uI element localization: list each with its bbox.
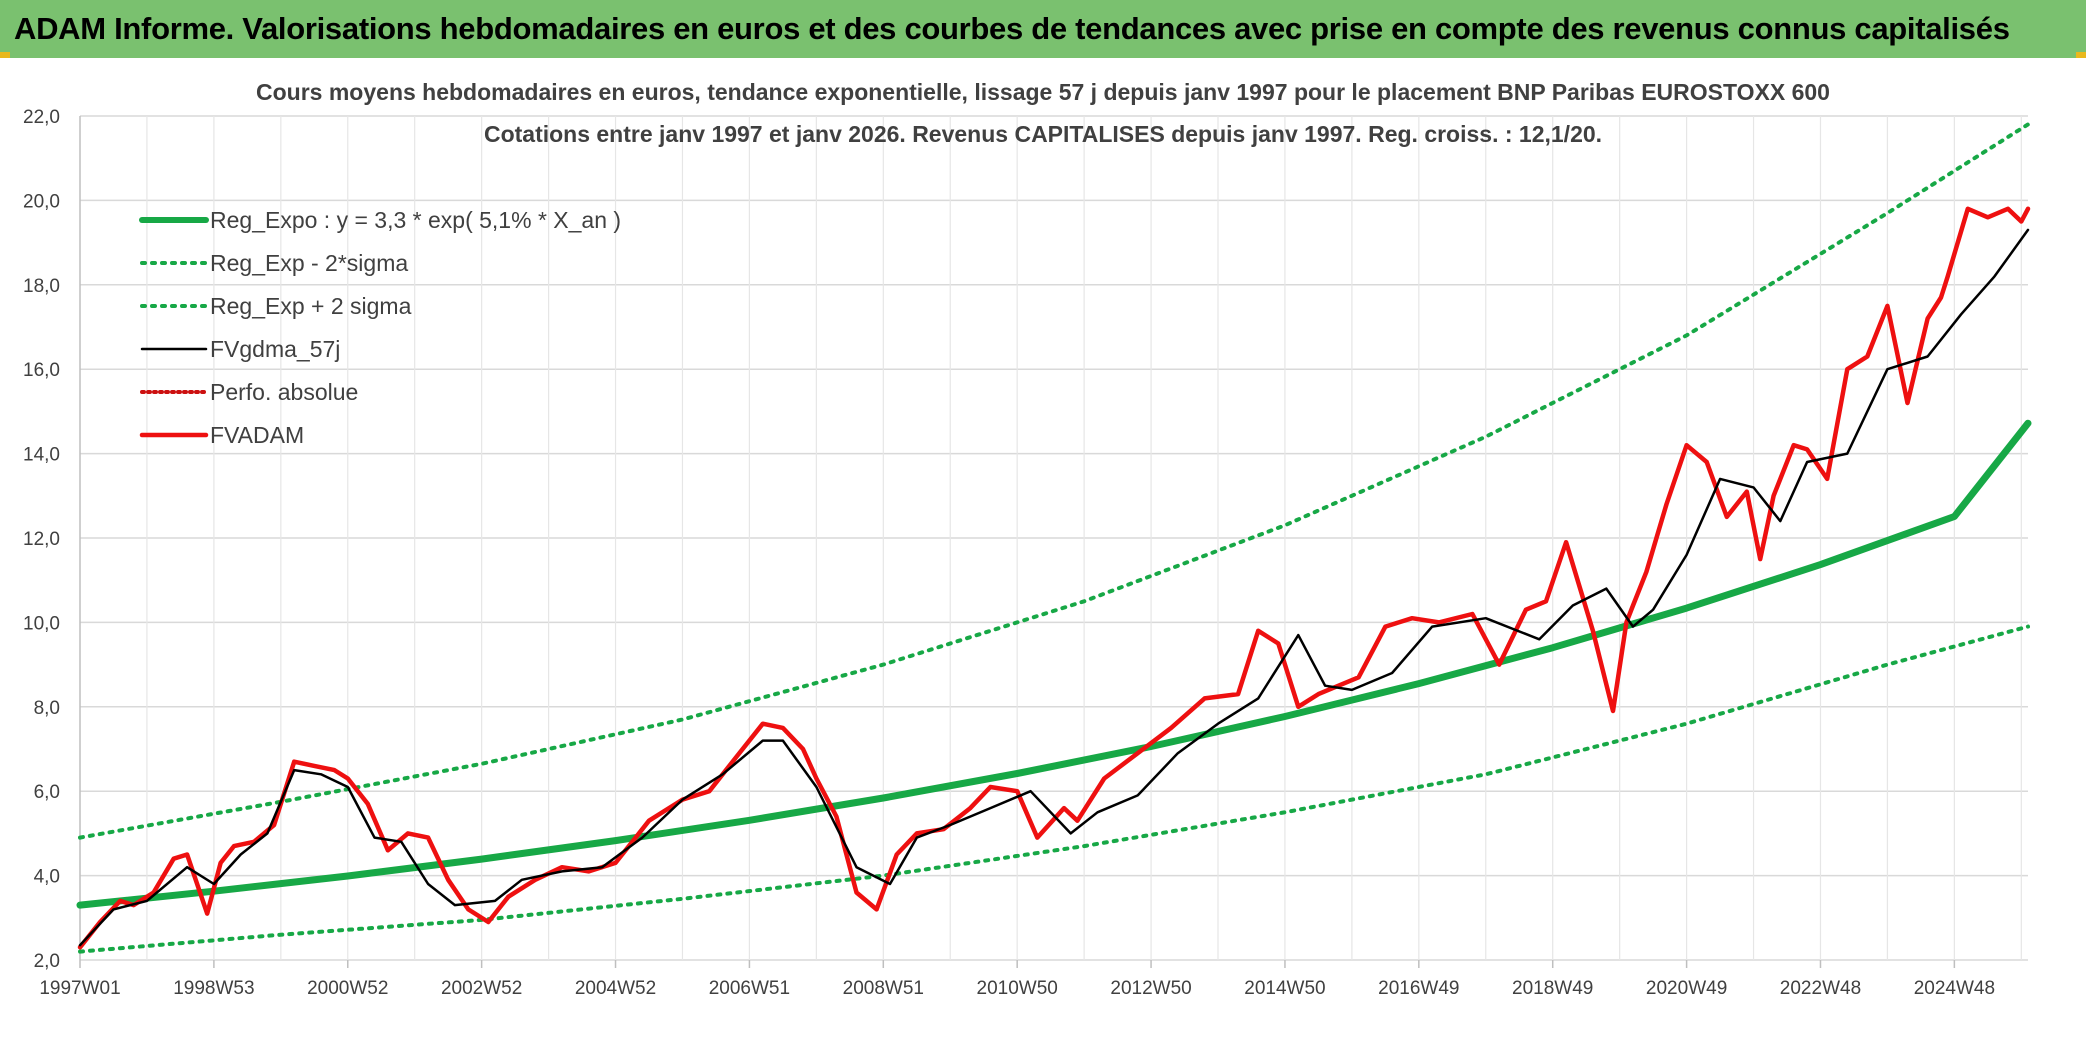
y-tick-label: 2,0: [34, 951, 60, 972]
report-title: ADAM Informe. Valorisations hebdomadaire…: [14, 11, 2010, 46]
x-tick-label: 1998W53: [173, 978, 254, 999]
y-tick-label: 14,0: [23, 445, 60, 466]
legend-label: Perfo. absolue: [210, 379, 358, 405]
chart-subtitle: Cotations entre janv 1997 et janv 2026. …: [484, 121, 1602, 147]
corner-mark-right: [2076, 52, 2086, 58]
series-line-1: [78, 624, 2030, 954]
x-tick-label: 1997W01: [39, 978, 120, 999]
series-line-3: [78, 228, 2030, 947]
y-tick-label: 16,0: [23, 360, 60, 381]
chart-title: Cours moyens hebdomadaires en euros, ten…: [256, 79, 1830, 105]
x-tick-label: 2014W50: [1244, 978, 1325, 999]
x-tick-label: 2024W48: [1914, 978, 1995, 999]
legend-label: Reg_Exp + 2 sigma: [210, 293, 412, 319]
x-tick-label: 2010W50: [977, 978, 1058, 999]
y-tick-label: 12,0: [23, 529, 60, 550]
x-tick-label: 2002W52: [441, 978, 522, 999]
x-tick-label: 2016W49: [1378, 978, 1459, 999]
x-tick-label: 2008W51: [843, 978, 924, 999]
y-tick-label: 18,0: [23, 276, 60, 297]
x-tick-label: 2004W52: [575, 978, 656, 999]
line-chart: 2,0 4,0 6,0 8,0 10,0 12,0 14,0 16,0 18,0 20,0 22,0…: [23, 79, 2032, 999]
x-tick-label: 2012W50: [1110, 978, 1191, 999]
y-tick-label: 22,0: [23, 107, 60, 128]
y-tick-label: 10,0: [23, 613, 60, 634]
legend-label: FVADAM: [210, 422, 304, 448]
report-banner: ADAM Informe. Valorisations hebdomadaire…: [0, 0, 2086, 58]
series-line-0: [76, 419, 2032, 909]
series-lines: [76, 122, 2032, 954]
chart-area: 2,0 4,0 6,0 8,0 10,0 12,0 14,0 16,0 18,0 20,0 22,0…: [0, 58, 2086, 1038]
legend-label: FVgdma_57j: [210, 336, 340, 362]
x-tick-label: 2022W48: [1780, 978, 1861, 999]
y-tick-label: 8,0: [34, 698, 60, 719]
x-tick-label: 2020W49: [1646, 978, 1727, 999]
legend-label: Reg_Expo : y = 3,3 * exp( 5,1% * X_an ): [210, 207, 621, 233]
series-line-2: [78, 122, 2030, 840]
y-tick-label: 6,0: [34, 782, 60, 803]
legend-label: Reg_Exp - 2*sigma: [210, 250, 408, 276]
x-tick-label: 2000W52: [307, 978, 388, 999]
series-line-5: [77, 206, 2031, 950]
x-tick-label: 2018W49: [1512, 978, 1593, 999]
legend: Reg_Expo : y = 3,3 * exp( 5,1% * X_an ) R…: [139, 207, 621, 448]
axes: 2,0 4,0 6,0 8,0 10,0 12,0 14,0 16,0 18,0 20,0 22,0…: [23, 107, 1995, 999]
y-tick-label: 20,0: [23, 191, 60, 212]
corner-mark-left: [0, 52, 10, 58]
y-tick-label: 4,0: [34, 867, 60, 888]
x-tick-label: 2006W51: [709, 978, 790, 999]
